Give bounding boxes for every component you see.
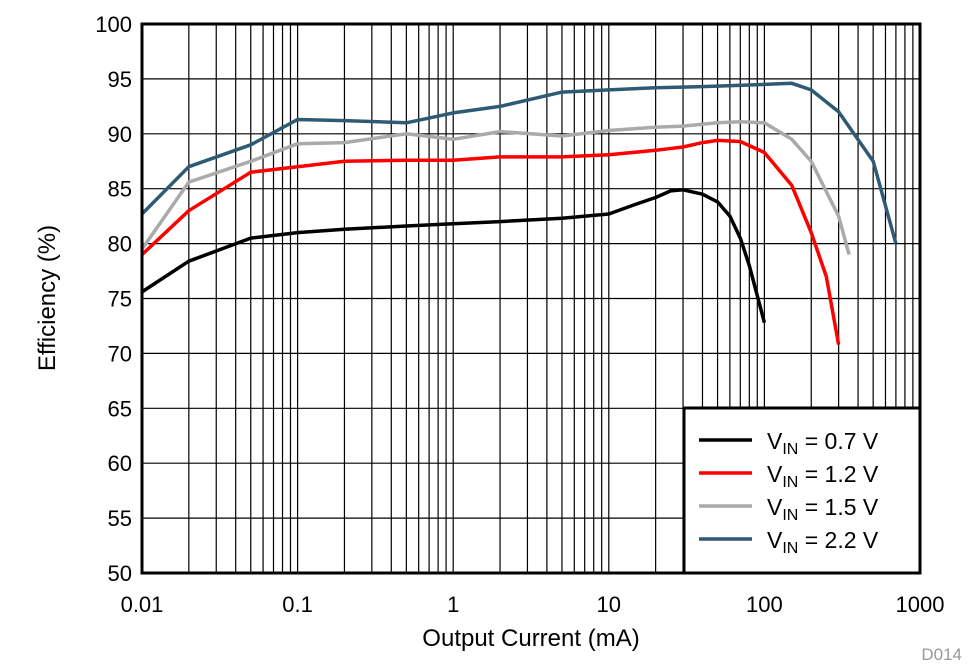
y-tick-labels: 50 55 60 65 70 75 80 85 90 95 100 bbox=[95, 12, 132, 586]
series-line bbox=[140, 119, 851, 256]
x-tick-label: 0.01 bbox=[121, 592, 164, 617]
watermark: D014 bbox=[921, 645, 962, 664]
x-tick-labels: 0.01 0.1 1 10 100 1000 bbox=[121, 592, 945, 617]
x-tick-label: 0.1 bbox=[282, 592, 313, 617]
x-tick-label: 100 bbox=[746, 592, 783, 617]
series-line bbox=[141, 188, 767, 324]
y-tick-label: 95 bbox=[108, 67, 132, 92]
series-line bbox=[140, 81, 898, 245]
x-tick-label: 10 bbox=[597, 592, 621, 617]
legend-label: VIN = 0.7 V bbox=[767, 428, 879, 458]
y-tick-label: 60 bbox=[108, 451, 132, 476]
legend-label: VIN = 1.2 V bbox=[767, 461, 879, 491]
x-tick-label: 1 bbox=[447, 592, 459, 617]
y-tick-label: 65 bbox=[108, 396, 132, 421]
y-tick-label: 75 bbox=[108, 287, 132, 312]
y-tick-label: 85 bbox=[108, 177, 132, 202]
y-tick-label: 90 bbox=[108, 122, 132, 147]
series-line bbox=[140, 138, 841, 345]
plot-border bbox=[140, 22, 922, 575]
y-tick-label: 100 bbox=[95, 12, 132, 37]
y-axis-label: Efficiency (%) bbox=[34, 225, 61, 371]
series-lines bbox=[140, 81, 898, 345]
legend-label: VIN = 2.2 V bbox=[767, 527, 879, 557]
legend-label: VIN = 1.5 V bbox=[767, 494, 879, 524]
y-tick-label: 70 bbox=[108, 341, 132, 366]
x-tick-label: 1000 bbox=[896, 592, 945, 617]
y-tick-label: 80 bbox=[108, 232, 132, 257]
y-tick-label: 50 bbox=[108, 561, 132, 586]
x-axis-label: Output Current (mA) bbox=[422, 625, 639, 652]
y-tick-label: 55 bbox=[108, 506, 132, 531]
